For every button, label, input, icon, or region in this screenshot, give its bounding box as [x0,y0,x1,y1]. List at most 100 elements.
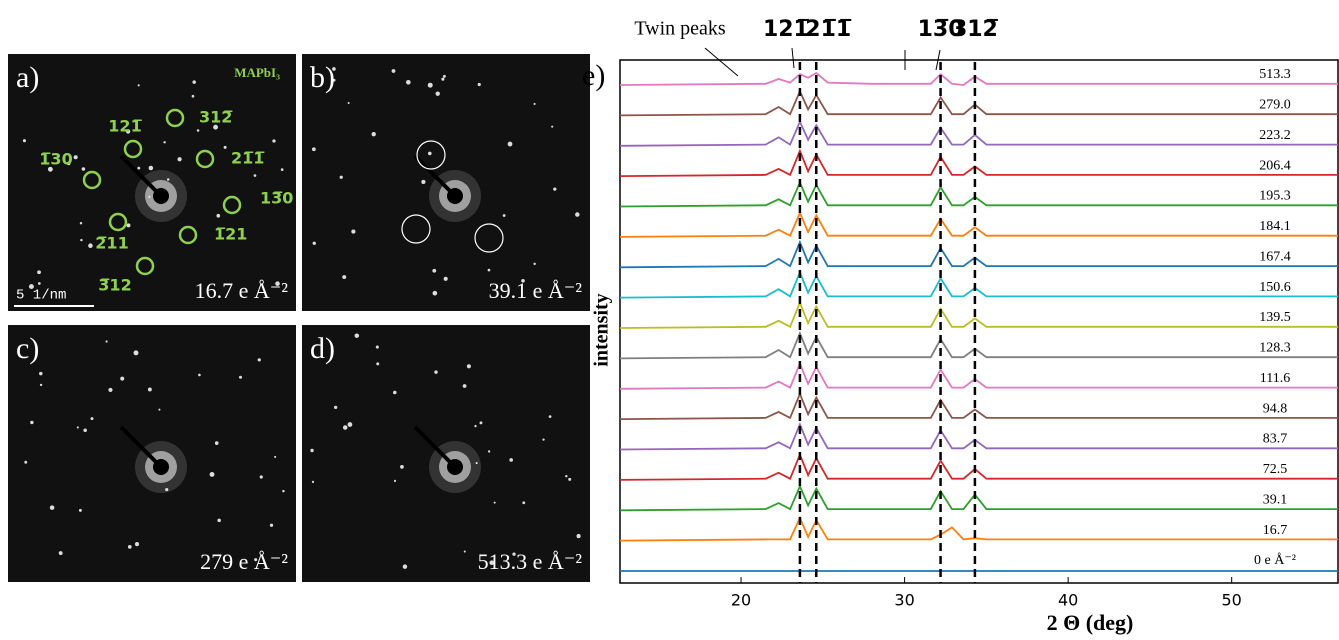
spot [521,278,525,283]
twin-marker [416,140,446,170]
spot [479,421,483,425]
spot [509,458,513,462]
annotation: Twin peaks [634,18,726,40]
peak-label: 21̅1̅ [805,17,851,42]
spot-index: 121̅ [108,117,141,136]
spot [393,390,397,395]
spot [427,82,433,88]
beam-center [153,459,169,475]
spot [393,479,397,482]
spot [576,533,581,539]
spot [434,370,438,374]
dose-label: 16.7 e Å⁻² [195,278,289,303]
dose-label: 279 e Å⁻² [200,549,288,574]
spot [402,564,408,569]
spot [147,387,152,392]
trace [619,300,1338,329]
spot [568,477,572,481]
spot [73,155,78,160]
spot [310,448,314,453]
x-tick-label: 50 [1222,591,1242,610]
spot [275,281,280,286]
spot-index: 1̅21 [214,225,247,244]
spot [375,345,379,349]
spot [342,425,348,430]
panel-letter: e) [582,59,605,92]
spot [37,282,41,285]
spot [474,424,477,428]
spot [105,340,108,343]
annotation-arrow [704,47,739,77]
annotation-arrow [791,47,795,69]
spot [165,488,169,492]
trace [619,330,1338,360]
plot-frame [619,59,1339,584]
twin-marker [401,214,431,244]
spot [253,174,257,177]
spot [216,213,221,218]
trace-label: 279.0 [1259,98,1291,113]
spot [493,501,496,504]
spot [133,350,139,356]
trace [619,71,1338,86]
beam-stop [413,425,457,469]
spot [126,223,131,228]
spot [223,145,227,149]
annotation-arrow [935,49,941,71]
dose-label: 39.1 e Å⁻² [489,278,583,303]
spot [28,284,34,290]
beam-stop [119,425,163,469]
trace-label: 111.6 [1260,371,1290,386]
x-tick-label: 40 [1058,591,1078,610]
trace-label: 206.4 [1259,158,1291,173]
spot [49,505,55,510]
spot [342,275,347,280]
spot [88,243,93,248]
beam-center [447,188,463,204]
panel-letter: c) [16,332,39,365]
spot [512,552,516,556]
spot [565,474,568,478]
material-label: MAPbI₃ [234,65,280,80]
trace [619,180,1338,208]
trace-label: 16.7 [1263,523,1288,538]
spot [22,139,26,143]
spot [548,415,552,419]
spot [196,129,200,132]
spot-marker [165,108,185,128]
trace [619,421,1338,451]
spot [432,290,438,296]
spot [148,165,154,171]
spot [274,455,277,458]
spot [192,80,196,84]
beam-stop [413,154,457,198]
trace-label: 223.2 [1259,128,1291,143]
beam-center [153,188,169,204]
spot [76,426,79,429]
trace-label: 167.4 [1259,249,1291,264]
spot [391,69,396,73]
spot [127,545,132,549]
spot [66,161,71,166]
spot-marker [135,256,155,276]
spot-marker [178,225,198,245]
spot [466,364,471,369]
y-axis-label: intensity [591,293,613,366]
spot-index: 3̅12 [98,276,131,295]
spot [81,167,86,171]
spot [354,333,360,338]
spot [347,422,353,427]
spot [214,441,219,445]
trace-label: 128.3 [1259,341,1291,356]
spot [432,268,437,273]
spot-marker [108,212,128,232]
spot [332,67,336,71]
spot [24,460,28,464]
peak-label: 13̅0 [918,17,964,42]
spot [280,168,284,171]
spot-index: 312̅ [199,108,232,127]
spot-marker [82,170,102,190]
trace [619,452,1338,481]
trace [619,89,1338,117]
